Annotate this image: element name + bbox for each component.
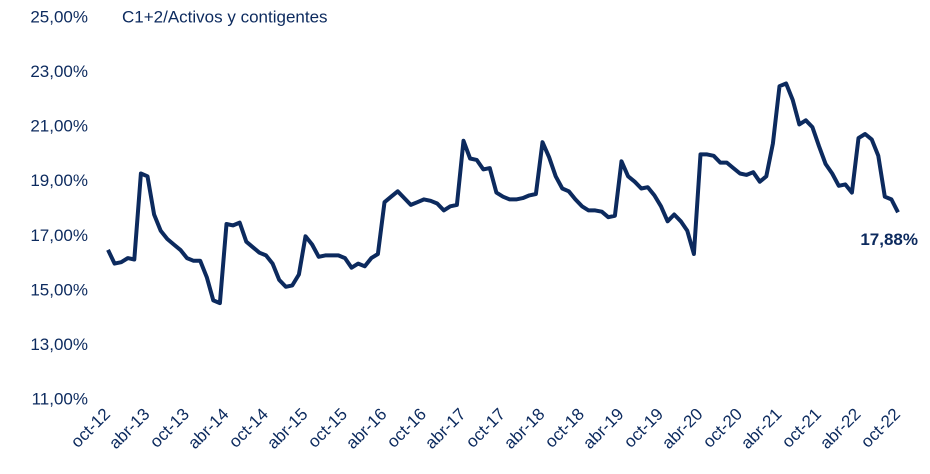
x-tick-label: oct-16 bbox=[383, 405, 430, 452]
y-tick-label: 15,00% bbox=[30, 280, 88, 299]
x-tick-label: abr-22 bbox=[816, 405, 864, 453]
x-tick-label: oct-15 bbox=[304, 405, 351, 452]
y-tick-label: 23,00% bbox=[30, 62, 88, 81]
chart-title: C1+2/Activos y contigentes bbox=[122, 7, 328, 26]
x-tick-label: oct-22 bbox=[857, 405, 904, 452]
x-tick-label: abr-17 bbox=[421, 405, 469, 453]
y-tick-label: 19,00% bbox=[30, 171, 88, 190]
x-tick-label: abr-13 bbox=[105, 405, 153, 453]
x-tick-label: abr-16 bbox=[342, 405, 390, 453]
y-tick-label: 17,00% bbox=[30, 226, 88, 245]
x-tick-label: abr-20 bbox=[658, 405, 706, 453]
x-tick-label: oct-14 bbox=[225, 405, 272, 452]
x-tick-label: abr-14 bbox=[184, 405, 232, 453]
x-tick-label: oct-19 bbox=[620, 405, 667, 452]
annotation: 17,88% bbox=[860, 230, 918, 249]
x-tick-label: oct-17 bbox=[462, 405, 509, 452]
x-tick-label: oct-20 bbox=[699, 405, 746, 452]
y-tick-label: 25,00% bbox=[30, 7, 88, 26]
y-tick-label: 11,00% bbox=[32, 389, 88, 408]
x-tick-label: abr-18 bbox=[500, 405, 548, 453]
x-tick-label: oct-21 bbox=[778, 405, 825, 452]
data-line bbox=[106, 81, 900, 306]
x-tick-label: abr-15 bbox=[263, 405, 311, 453]
y-tick-label: 21,00% bbox=[30, 117, 88, 136]
x-tick-label: oct-13 bbox=[146, 405, 193, 452]
y-tick-label: 13,00% bbox=[30, 335, 88, 354]
x-tick-label: abr-21 bbox=[737, 405, 785, 453]
x-tick-label: abr-19 bbox=[579, 405, 627, 453]
x-tick-label: oct-12 bbox=[67, 405, 114, 452]
x-tick-label: oct-18 bbox=[541, 405, 588, 452]
